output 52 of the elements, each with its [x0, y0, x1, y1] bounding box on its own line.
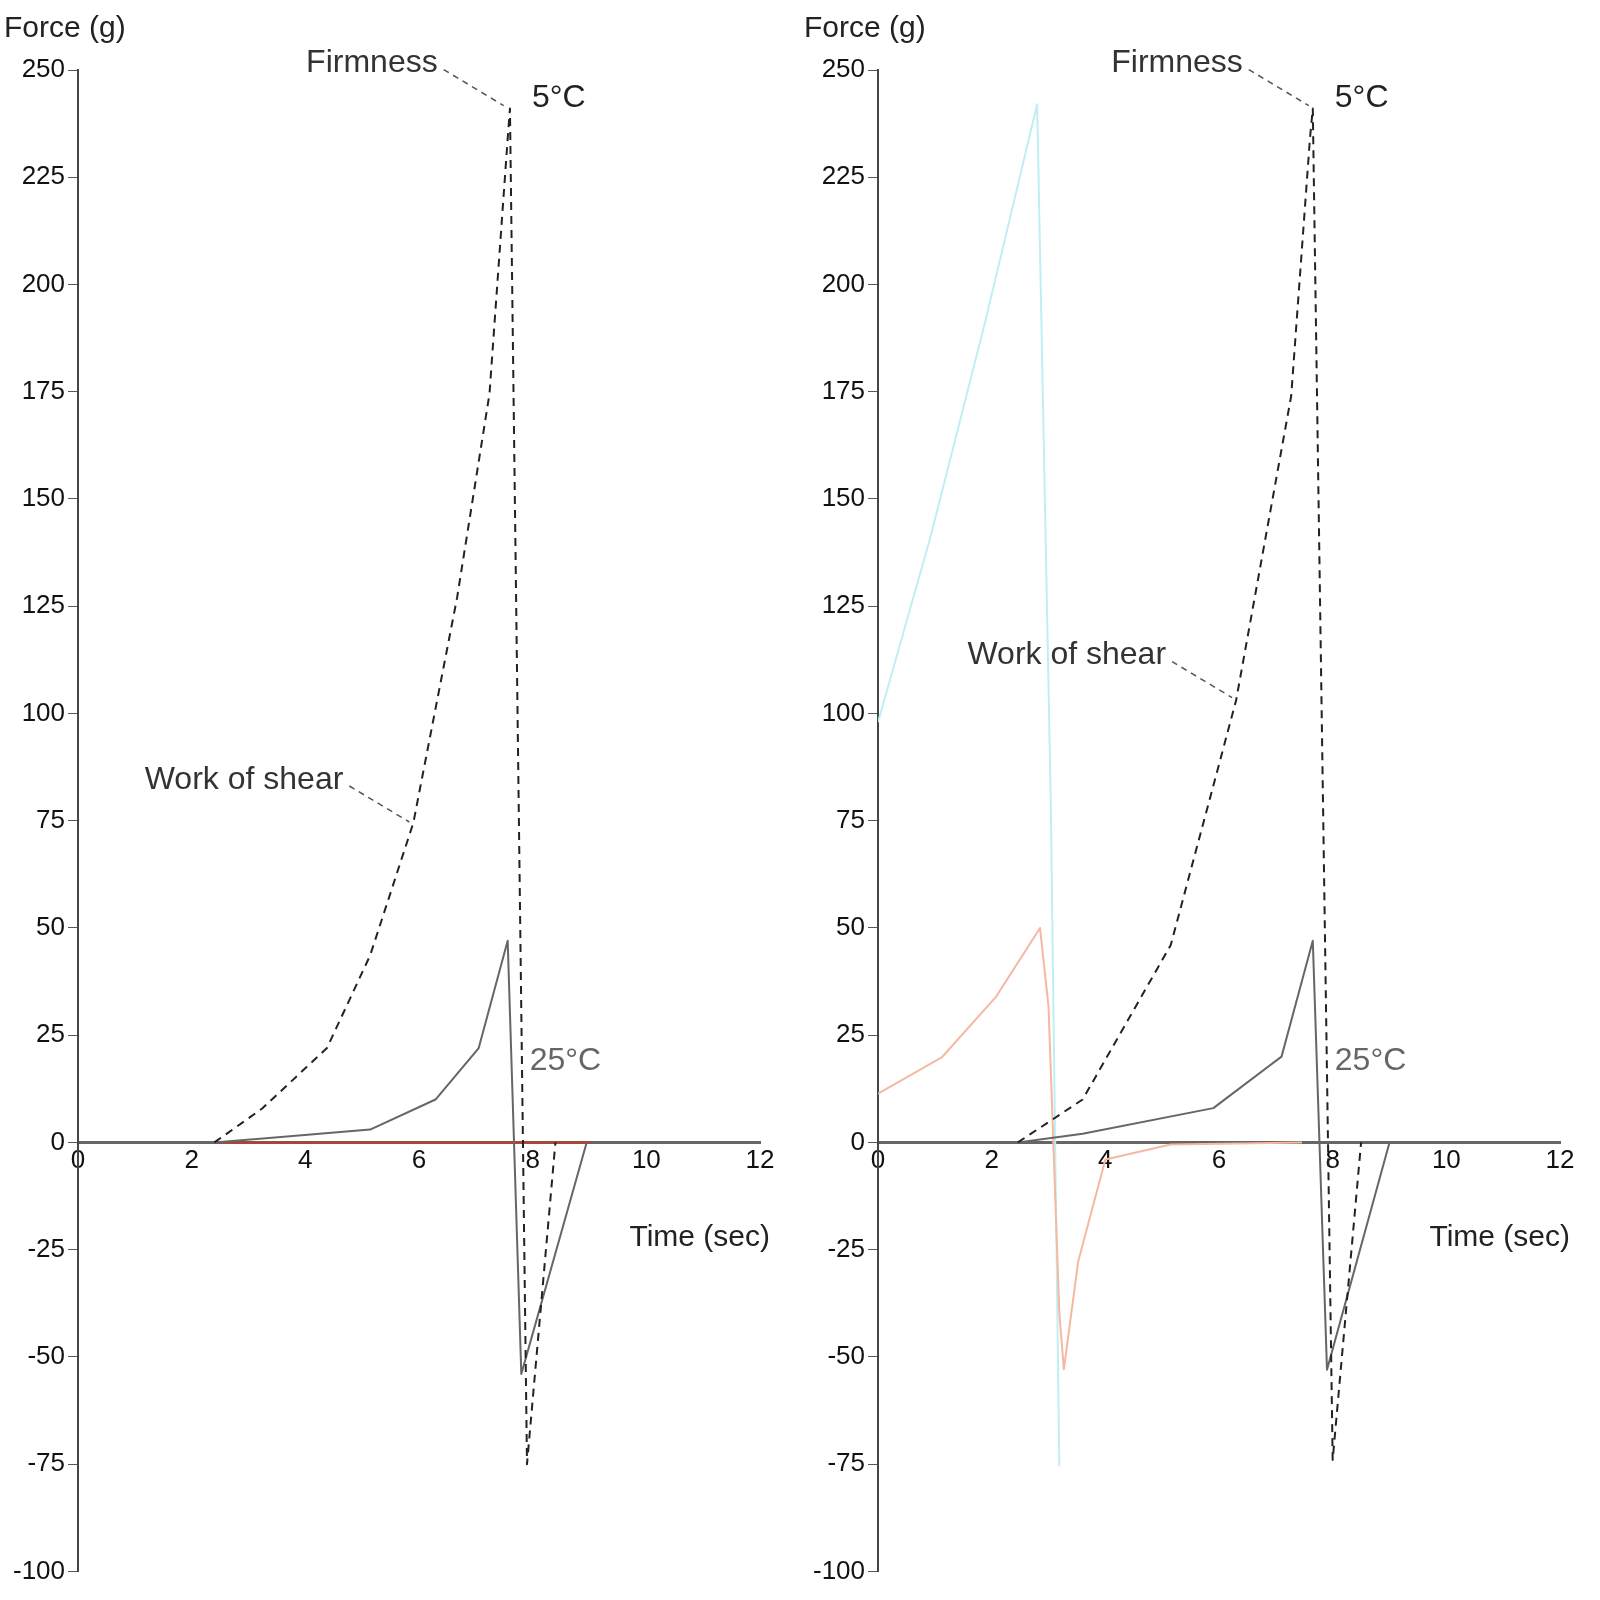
x-tick-label: 6 [411, 1144, 427, 1175]
series-label: 5°C [531, 78, 586, 115]
y-tick-label: 75 [36, 803, 66, 834]
y-tick-label: 0 [850, 1125, 866, 1156]
y-axis-title: Force (g) [804, 10, 926, 44]
x-tick-label: 10 [1431, 1144, 1461, 1175]
y-tick-label: 225 [21, 160, 66, 191]
y-tick-label: 50 [836, 911, 866, 942]
series-label: 5°C [1334, 78, 1389, 115]
x-axis-title: Time (sec) [629, 1218, 770, 1252]
y-tick-label: 175 [21, 374, 66, 405]
y-tick-label: 200 [21, 267, 66, 298]
y-tick-label: 50 [36, 911, 66, 942]
y-tick-label: 150 [21, 482, 66, 513]
y-tick-label: 225 [821, 160, 866, 191]
y-tick-label: -25 [27, 1232, 66, 1263]
y-tick-label: 250 [21, 53, 66, 84]
y-tick-label: -100 [812, 1554, 866, 1585]
y-tick-label: -75 [27, 1447, 66, 1478]
y-tick-label: 150 [821, 482, 866, 513]
y-tick-label: 25 [836, 1018, 866, 1049]
y-axis-title: Force (g) [4, 10, 126, 44]
x-tick-label: 2 [984, 1144, 999, 1175]
y-tick-label: 125 [821, 589, 866, 620]
y-tick-label: 200 [821, 267, 866, 298]
x-tick-label: 6 [1211, 1144, 1227, 1175]
y-tick-label: 75 [836, 803, 866, 834]
y-tick-label: -50 [27, 1340, 66, 1371]
y-tick-label: 175 [821, 374, 866, 405]
y-tick-label: -50 [827, 1340, 866, 1371]
x-tick-label: 2 [184, 1144, 199, 1175]
annotation: Work of shear [967, 635, 1167, 672]
y-tick-label: 100 [821, 696, 866, 727]
annotation: Firmness [306, 43, 438, 80]
y-tick-label: -100 [12, 1554, 66, 1585]
x-tick-label: 12 [745, 1144, 775, 1175]
y-tick-label: 0 [50, 1125, 66, 1156]
y-tick-label: -25 [827, 1232, 866, 1263]
series-label: 25°C [1334, 1040, 1407, 1077]
annotation: Work of shear [144, 759, 344, 796]
series-label: 25°C [529, 1040, 602, 1077]
y-tick-label: 100 [21, 696, 66, 727]
x-tick-label: 10 [631, 1144, 661, 1175]
x-axis-title: Time (sec) [1429, 1218, 1570, 1252]
y-tick-label: 250 [821, 53, 866, 84]
x-tick-label: 12 [1545, 1144, 1575, 1175]
x-tick-label: 4 [298, 1144, 313, 1175]
x-tick-label: 8 [525, 1144, 540, 1175]
annotation: Firmness [1111, 43, 1243, 80]
y-tick-label: -75 [827, 1447, 866, 1478]
y-tick-label: 125 [21, 589, 66, 620]
y-tick-label: 25 [36, 1018, 66, 1049]
